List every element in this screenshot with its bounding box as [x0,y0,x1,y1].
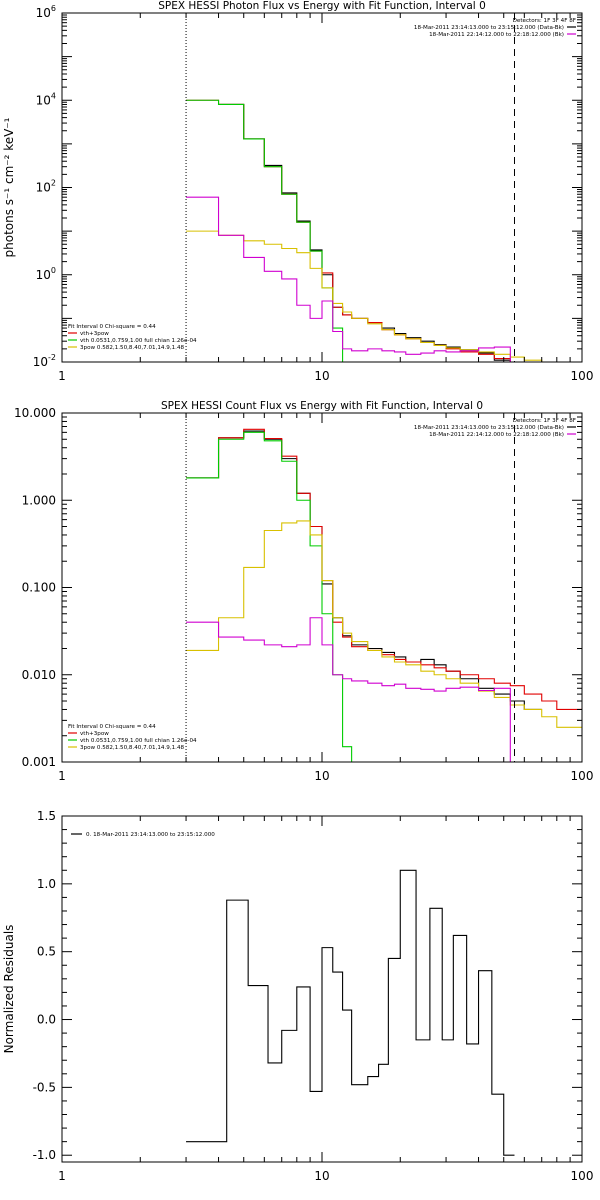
x-tick-label-0: 1 [58,1169,66,1183]
x-ticks [61,13,583,362]
x-tick-label-2: 100 [571,1169,594,1183]
fit-legend-entry-1: vth 0.0531,0.759,1.00 full chian 1.26e-0… [80,738,197,744]
x-ticks [61,816,583,1162]
y-tick-label-4: 10.000 [14,406,56,420]
legend-entry-1: 18-Mar-2011 22:14:12.000 to 22:18:12.000… [429,432,564,438]
y-ticks [62,412,582,763]
y-axis-label: Normalized Residuals [2,925,16,1054]
chart-title: SPEX HESSI Count Flux vs Energy with Fit… [161,400,483,412]
y-tick-label-3: 104 [36,91,56,107]
chart-panel-1: SPEX HESSI Count Flux vs Energy with Fit… [14,400,593,783]
residual-legend-entry-0: 0. 18-Mar-2011 23:14:13.000 to 23:15:12.… [86,832,215,838]
fit-legend-entry-0: vth+3pow [80,331,109,337]
y-tick-label-2: 0.100 [22,581,56,595]
x-tick-label-1: 10 [314,369,329,383]
series-line-0 [218,103,582,362]
x-tick-label-2: 100 [571,369,594,383]
x-tick-label-2: 100 [571,769,594,783]
series-line-0 [186,430,542,711]
y-axis-label: photons s⁻¹ cm⁻² keV⁻¹ [2,117,16,257]
legend-header: Detectors: 1F 3F 4F 8F [513,418,576,424]
y-tick-label-1: 100 [36,266,56,282]
y-tick-label-2: 102 [36,179,56,195]
legend-top-left: 0. 18-Mar-2011 23:14:13.000 to 23:15:12.… [71,832,215,838]
y-tick-label-1: 0.010 [22,668,56,682]
legend-entry-0: 18-Mar-2011 23:14:13.000 to 23:15:12.000… [414,425,564,431]
x-tick-label-0: 1 [58,369,66,383]
y-tick-label-3: 1.000 [22,493,56,507]
chart-panel-2: Normalized Residuals 1 10 100 -1.0 -0.5 0.0 0.5… [2,809,593,1183]
legend-entry-0: 18-Mar-2011 23:14:13.000 to 23:15:12.000… [414,25,564,31]
y-ticks [62,815,582,1156]
y-tick-label-2: 0.0 [37,1013,56,1027]
fit-legend-header: Fit Interval 0 Chi-square = 0.44 [68,724,156,730]
x-tick-label-1: 10 [314,1169,329,1183]
series-line-3 [186,230,558,362]
fit-legend-header: Fit Interval 0 Chi-square = 0.44 [68,324,156,330]
series-line-3 [186,520,582,728]
chart-panel-0: SPEX HESSI Photon Flux vs Energy with Fi… [2,0,593,383]
series-group [186,99,582,362]
y-tick-label-0: -1.0 [33,1148,56,1162]
y-tick-label-5: 1.5 [37,809,56,823]
series-line-4 [186,617,525,762]
series-line-1 [186,428,582,711]
y-tick-label-4: 1.0 [37,877,56,891]
series-line-4 [186,196,525,362]
series-group [186,869,515,1156]
y-tick-label-0: 10-2 [33,353,56,369]
fit-legend-entry-1: vth 0.0531,0.759,1.00 full chian 1.26e-0… [80,338,197,344]
y-tick-label-1: -0.5 [33,1080,56,1094]
legend-entry-1: 18-Mar-2011 22:14:12.000 to 22:18:12.000… [429,32,564,38]
fit-legend-entry-0: vth+3pow [80,731,109,737]
series-group [186,428,582,762]
x-tick-label-1: 10 [314,769,329,783]
legend-bottom-left: Fit Interval 0 Chi-square = 0.44vth+3pow… [68,324,197,351]
series-line-0 [186,869,515,1156]
chart-title: SPEX HESSI Photon Flux vs Energy with Fi… [158,0,486,12]
y-tick-label-3: 0.5 [37,945,56,959]
fit-legend-entry-2: 3pow 0.582,1.50,8.40,7.01,14.9,1.48 [80,745,185,751]
legend-bottom-left: Fit Interval 0 Chi-square = 0.44vth+3pow… [68,724,197,751]
series-line-2 [186,431,368,762]
fit-legend-entry-2: 3pow 0.582,1.50,8.40,7.01,14.9,1.48 [80,345,185,351]
x-tick-label-0: 1 [58,769,66,783]
y-tick-label-0: 0.001 [22,755,56,769]
legend-header: Detectors: 1F 3F 4F 8F [513,18,576,24]
y-ticks [62,12,582,363]
x-ticks [61,413,583,762]
y-tick-label-4: 106 [36,4,56,20]
